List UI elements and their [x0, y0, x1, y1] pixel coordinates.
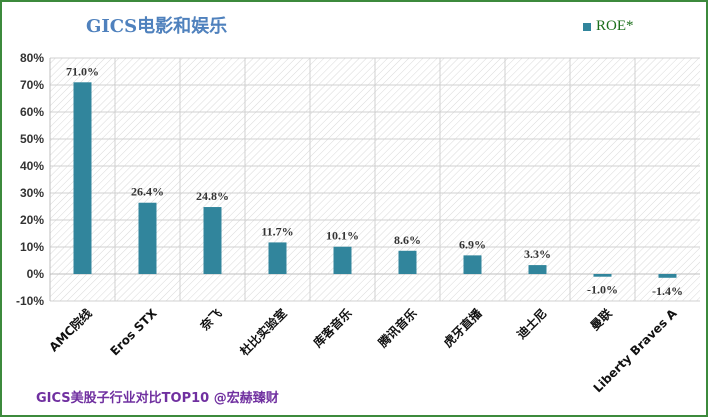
y-tick-label: 80% [20, 51, 44, 65]
legend-label: ROE* [596, 18, 634, 34]
legend-swatch [583, 22, 591, 31]
y-tick-label: 60% [20, 105, 44, 119]
bar [268, 242, 287, 274]
footer-caption: GICS美股子行业对比TOP10 @宏赫臻财 [36, 391, 279, 406]
data-label: 6.9% [459, 237, 486, 251]
y-tick-label: 10% [20, 240, 44, 254]
bar [138, 202, 157, 274]
bar [203, 207, 222, 274]
bar [658, 274, 677, 278]
x-tick-label: 腾讯音乐 [374, 306, 419, 351]
data-label: 3.3% [524, 247, 551, 261]
x-tick-label: Eros STX [107, 306, 160, 359]
bar [528, 265, 547, 274]
legend: ROE* [583, 18, 634, 35]
gridlines [49, 57, 700, 302]
x-tick-label: 迪士尼 [514, 306, 550, 342]
data-label: 8.6% [394, 233, 421, 247]
x-tick-label: 虎牙直播 [440, 305, 485, 350]
x-axis: AMC院线 Eros STX 奈飞 杜比实验室 库客音乐 腾讯音乐 虎牙直播 迪士尼 曼联Lib… [46, 305, 680, 395]
bar [73, 82, 92, 274]
x-tick-label: 杜比实验室 [237, 306, 290, 359]
data-label: 10.1% [326, 229, 359, 243]
bar [463, 255, 482, 274]
y-tick-label: 40% [20, 159, 44, 173]
x-tick-label: AMC院线 [46, 306, 95, 355]
data-label: -1.4% [652, 284, 683, 298]
x-tick-label: 奈飞 [196, 306, 224, 334]
x-tick-label: 库客音乐 [310, 306, 355, 351]
chart-title: GICS电影和娱乐 [86, 16, 228, 37]
bar [398, 250, 417, 274]
bar [593, 274, 612, 277]
y-tick-label: 30% [20, 186, 44, 200]
y-tick-label: 20% [20, 213, 44, 227]
y-tick-label: 0% [27, 267, 45, 281]
data-label: 24.8% [196, 189, 229, 203]
data-labels: 71.0% 26.4% 24.8% 11.7% 10.1% 8.6% 6.9% 3.3% -1.… [66, 64, 683, 297]
y-tick-label: 50% [20, 132, 44, 146]
data-label: 26.4% [131, 185, 164, 199]
y-tick-label: 70% [20, 78, 44, 92]
y-axis: -10% 0% 10% 20% 30% 40% 50% 60% 70% 80% [16, 51, 44, 308]
bars [73, 82, 677, 278]
bar [333, 246, 352, 274]
data-label: 71.0% [66, 64, 99, 78]
data-label: -1.0% [587, 283, 618, 297]
data-label: 11.7% [261, 224, 293, 238]
y-tick-label: -10% [16, 294, 44, 308]
x-tick-label: 曼联 [588, 306, 615, 333]
